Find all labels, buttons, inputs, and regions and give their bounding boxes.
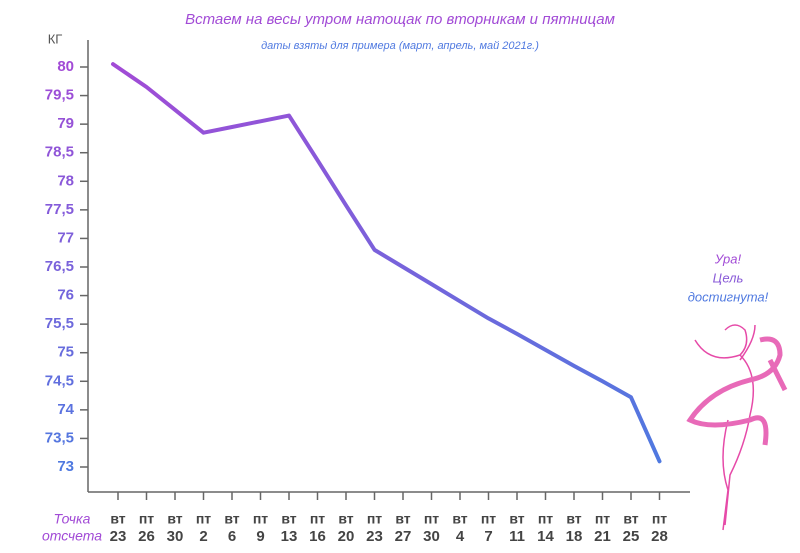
x-tick-label: вт <box>395 511 410 527</box>
x-tick-label: вт <box>281 511 296 527</box>
x-tick-label: вт <box>110 511 125 527</box>
y-tick-label: 74 <box>57 401 74 418</box>
x-tick-label: 18 <box>566 528 583 545</box>
x-tick-label: 14 <box>537 528 554 545</box>
x-tick-label: 30 <box>423 528 440 545</box>
y-tick-label: 78,5 <box>45 144 74 161</box>
y-tick-label: 75,5 <box>45 315 74 332</box>
x-tick-label: 9 <box>256 528 264 545</box>
y-tick-label: 80 <box>57 58 74 75</box>
line <box>111 62 662 464</box>
x-tick-label: вт <box>338 511 353 527</box>
y-tick-label: 78 <box>57 172 74 189</box>
x-tick-label: вт <box>509 511 524 527</box>
annotation: Цель <box>713 270 744 285</box>
illustration <box>686 324 788 531</box>
x-tick-label: 11 <box>509 528 525 545</box>
y-tick-label: 77 <box>57 229 74 246</box>
x-tick-label: пт <box>196 511 211 527</box>
y-axis-label: КГ <box>48 31 63 46</box>
y-tick-label: 75 <box>57 344 74 361</box>
x-tick-label: 20 <box>338 528 355 545</box>
x-tick-label: вт <box>566 511 581 527</box>
x-tick-label: пт <box>538 511 553 527</box>
x-tick-label: пт <box>652 511 667 527</box>
x-tick-label: пт <box>253 511 268 527</box>
annotation: достигнута! <box>688 289 769 304</box>
x-tick-label: пт <box>367 511 382 527</box>
y-tick-label: 76,5 <box>45 258 74 275</box>
x-tick-label: вт <box>623 511 638 527</box>
x-tick-label: пт <box>310 511 325 527</box>
x-tick-label: пт <box>139 511 154 527</box>
x-tick-label: вт <box>224 511 239 527</box>
y-tick-label: 74,5 <box>45 372 74 389</box>
x-tick-label: 13 <box>281 528 298 545</box>
y-tick-label: 73 <box>57 458 74 475</box>
x-tick-label: 16 <box>309 528 326 545</box>
x-tick-label: 7 <box>484 528 492 545</box>
chart-subtitle: даты взяты для примера (март, апрель, ма… <box>261 40 539 52</box>
x-tick-label: пт <box>424 511 439 527</box>
x-tick-label: пт <box>481 511 496 527</box>
x-tick-label: 6 <box>228 528 236 545</box>
x-tick-label: 30 <box>167 528 184 545</box>
x-tick-label: 23 <box>110 528 127 545</box>
y-tick-label: 76 <box>57 287 74 304</box>
x-tick-label: пт <box>595 511 610 527</box>
x-tick-label: 2 <box>199 528 207 545</box>
x-tick-label: 23 <box>366 528 383 545</box>
x-tick-label: 27 <box>395 528 412 545</box>
x-tick-label: вт <box>167 511 182 527</box>
y-tick-label: 79 <box>57 115 74 132</box>
x-tick-label: 28 <box>651 528 668 545</box>
y-tick-label: 79,5 <box>45 87 74 104</box>
chart-title: Встаем на весы утром натощак по вторника… <box>185 11 615 28</box>
start-label: отсчета <box>42 528 102 544</box>
start-label: Точка <box>54 511 91 527</box>
x-tick-label: 25 <box>623 528 640 545</box>
x-tick-label: 4 <box>456 528 465 545</box>
x-tick-label: 21 <box>594 528 611 545</box>
x-tick-label: вт <box>452 511 467 527</box>
y-tick-label: 77,5 <box>45 201 74 218</box>
x-tick-label: 26 <box>138 528 155 545</box>
annotation: Ура! <box>714 251 742 266</box>
y-tick-label: 73,5 <box>45 429 74 446</box>
